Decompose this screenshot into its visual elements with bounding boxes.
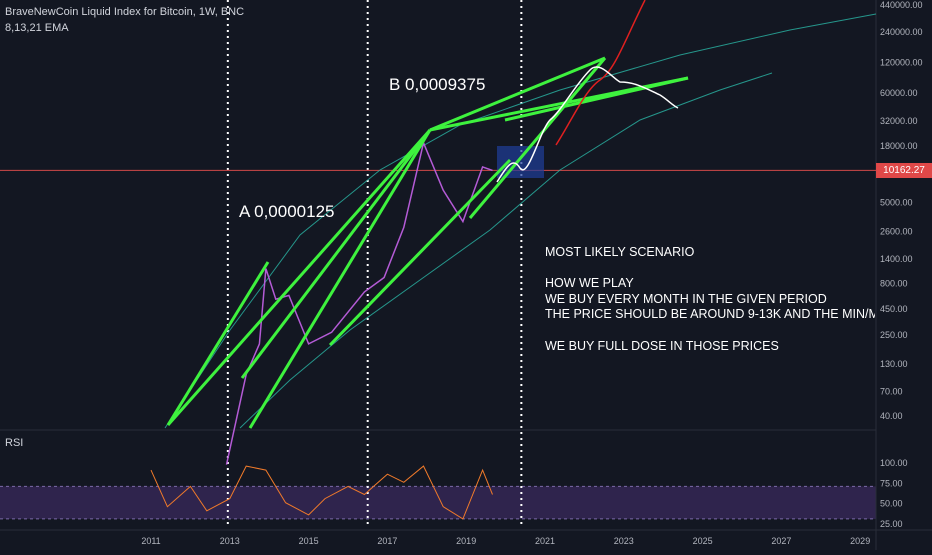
price-tick-label: 240000.00: [880, 27, 923, 37]
note-line: THE PRICE SHOULD BE AROUND 9-13K AND THE…: [545, 307, 875, 322]
note-line: WE BUY EVERY MONTH IN THE GIVEN PERIOD: [545, 291, 827, 306]
rsi-band: [0, 486, 876, 519]
rsi-line: [150, 465, 493, 520]
time-tick-label: 2019: [456, 536, 476, 546]
trend-line: [429, 56, 606, 132]
price-tick-label: 1400.00: [880, 254, 913, 264]
price-tick-label: 60000.00: [880, 88, 918, 98]
trend-line: [248, 129, 432, 429]
time-tick-label: 2013: [220, 536, 240, 546]
time-tick-label: 2029: [850, 536, 870, 546]
price-tick-label: 250.00: [880, 330, 908, 340]
price-tick-label: 32000.00: [880, 116, 918, 126]
time-tick-label: 2021: [535, 536, 555, 546]
time-tick-label: 2027: [771, 536, 791, 546]
price-tick-label: 18000.00: [880, 141, 918, 151]
indicator-label: 8,13,21 EMA: [5, 22, 69, 34]
label-a: A 0,0000125: [239, 202, 335, 221]
trend-line: [166, 129, 432, 426]
trend-line: [166, 261, 270, 426]
trend-line: [240, 129, 432, 379]
price-line: [225, 140, 493, 465]
trend-line: [504, 76, 689, 122]
price-tick-label: 800.00: [880, 279, 908, 289]
note-line: WE BUY FULL DOSE IN THOSE PRICES: [545, 338, 779, 353]
note-line: MOST LIKELY SCENARIO: [545, 245, 695, 259]
trend-line: [328, 158, 512, 347]
note-line: [545, 323, 875, 339]
time-tick-label: 2015: [299, 536, 319, 546]
lower-band-curve: [239, 72, 773, 429]
time-tick-label: 2025: [693, 536, 713, 546]
price-tick-label: 120000.00: [880, 57, 923, 67]
rsi-tick-label: 100.00: [880, 458, 908, 468]
trend-line: [468, 57, 607, 219]
price-tick-label: 450.00: [880, 304, 908, 314]
rsi-label: RSI: [5, 437, 24, 449]
chart-title: BraveNewCoin Liquid Index for Bitcoin, 1…: [5, 6, 245, 18]
current-price-tag: 10162.27: [876, 163, 932, 178]
time-tick-label: 2023: [614, 536, 634, 546]
note-line: HOW WE PLAY: [545, 276, 634, 291]
white-projection-line: [496, 66, 679, 183]
price-tick-label: 2600.00: [880, 227, 913, 237]
red-projection-line: [555, 0, 646, 146]
rsi-tick-label: 25.00: [880, 519, 903, 529]
time-tick-label: 2011: [141, 536, 160, 546]
price-tick-label: 440000.00: [880, 0, 923, 10]
price-tick-label: 70.00: [880, 386, 903, 396]
label-b: B 0,0009375: [389, 75, 486, 94]
rsi-tick-label: 75.00: [880, 478, 903, 488]
price-tick-label: 40.00: [880, 411, 903, 421]
rsi-tick-label: 50.00: [880, 499, 903, 509]
price-tick-label: 130.00: [880, 359, 908, 369]
time-tick-label: 2017: [377, 536, 397, 546]
target-zone-box: [497, 146, 544, 178]
scenario-note: MOST LIKELY SCENARIO HOW WE PLAY WE BUY …: [545, 245, 875, 354]
price-tick-label: 5000.00: [880, 198, 913, 208]
note-line: [545, 261, 875, 277]
